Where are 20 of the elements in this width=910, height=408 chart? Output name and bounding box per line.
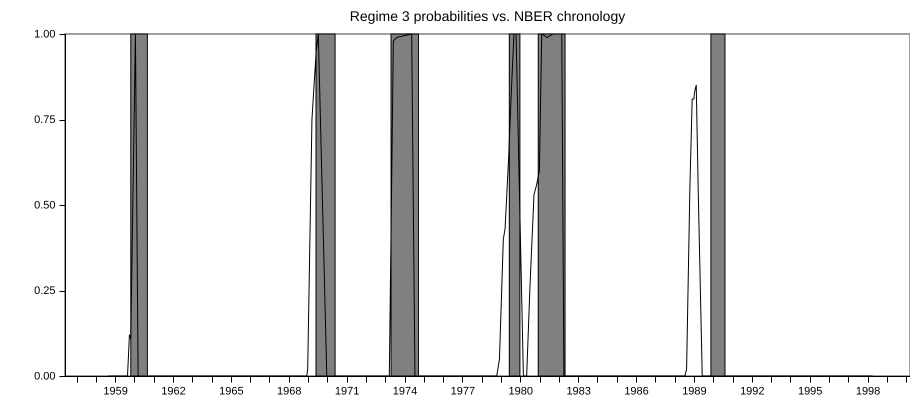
x-tick-label: 1983 [566,386,591,398]
x-tick-label: 1986 [624,386,649,398]
x-tick-label: 1959 [103,386,128,398]
y-tick-label: 1.00 [34,28,56,40]
x-tick-label: 1974 [392,386,418,398]
x-tick-label: 1971 [334,386,360,398]
y-tick-label: 0.50 [34,200,56,212]
x-tick-label: 1980 [508,386,534,398]
y-tick-label: 0.25 [34,285,56,297]
x-tick-label: 1965 [219,386,244,398]
x-tick-label: 1998 [856,386,880,398]
chart-title: Regime 3 probabilities vs. NBER chronology [350,8,626,24]
x-tick-label: 1989 [682,386,707,398]
x-tick-label: 1962 [161,386,186,398]
x-tick-label: 1968 [277,386,302,398]
y-tick-label: 0.75 [34,114,56,126]
x-tick-label: 1992 [740,386,765,398]
x-tick-label: 1995 [798,386,822,398]
y-tick-label: 0.00 [34,370,56,382]
x-tick-label: 1977 [450,386,476,398]
